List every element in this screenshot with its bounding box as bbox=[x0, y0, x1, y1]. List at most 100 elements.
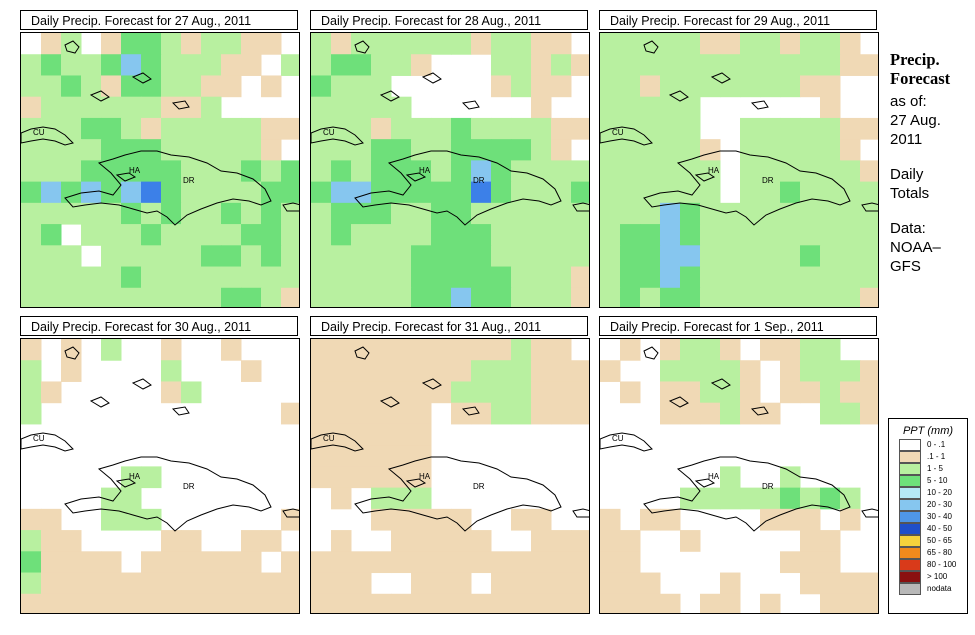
precip-cell bbox=[411, 266, 432, 289]
precip-cell bbox=[21, 530, 42, 552]
precip-cell bbox=[740, 54, 761, 76]
precip-cell bbox=[411, 508, 432, 531]
precip-cell bbox=[331, 54, 352, 76]
precip-cell bbox=[221, 181, 242, 204]
precip-cell bbox=[331, 572, 352, 595]
precip-cell bbox=[820, 339, 841, 361]
precip-cell bbox=[680, 487, 701, 510]
precip-cell bbox=[571, 266, 589, 289]
precip-cell bbox=[640, 160, 661, 183]
country-label-ha: HA bbox=[708, 166, 720, 175]
precip-cell bbox=[491, 75, 512, 98]
precip-cell bbox=[161, 160, 182, 183]
precip-cell bbox=[41, 139, 62, 161]
precip-cell bbox=[391, 381, 412, 404]
precip-cell bbox=[101, 287, 122, 307]
precip-cell bbox=[141, 266, 162, 289]
legend-item: 0 - .1 bbox=[899, 439, 967, 451]
precip-cell bbox=[311, 402, 332, 425]
precip-cell bbox=[201, 117, 222, 140]
coastline-bah1 bbox=[354, 346, 370, 360]
precip-cell bbox=[411, 445, 432, 467]
precip-cell bbox=[820, 572, 841, 595]
precip-map: CU HA DR bbox=[599, 338, 879, 614]
coastline-hisp bbox=[643, 150, 851, 226]
coastline-gonave bbox=[115, 478, 137, 488]
precip-cell bbox=[311, 181, 332, 204]
precip-cell bbox=[81, 96, 102, 119]
precip-cell bbox=[371, 33, 392, 55]
panel-title: Daily Precip. Forecast for 29 Aug., 2011 bbox=[599, 10, 877, 30]
legend-swatch bbox=[899, 571, 921, 583]
legend-swatch bbox=[899, 559, 921, 571]
precip-cell bbox=[221, 224, 242, 246]
precip-cell bbox=[571, 551, 589, 574]
precip-cell bbox=[121, 181, 142, 204]
legend-label: 50 - 65 bbox=[927, 536, 952, 545]
precip-cell bbox=[780, 508, 801, 531]
precip-cell bbox=[41, 245, 62, 268]
precip-cell bbox=[531, 245, 552, 268]
precip-cell bbox=[181, 266, 202, 289]
precip-cell bbox=[800, 508, 821, 531]
precip-cell bbox=[700, 224, 721, 246]
precip-cell bbox=[351, 266, 372, 289]
precip-cell bbox=[840, 54, 861, 76]
precip-cell bbox=[181, 572, 202, 595]
precip-cell bbox=[21, 381, 42, 404]
precip-cell bbox=[571, 572, 589, 595]
precip-cell bbox=[161, 181, 182, 204]
precip-cell bbox=[760, 266, 781, 289]
precip-cell bbox=[471, 287, 492, 307]
precip-cell bbox=[431, 181, 452, 204]
precip-cell bbox=[800, 551, 821, 574]
precip-cell bbox=[41, 266, 62, 289]
precip-cell bbox=[531, 117, 552, 140]
precip-cell bbox=[680, 54, 701, 76]
legend-label: 30 - 40 bbox=[927, 512, 952, 521]
precip-cell bbox=[800, 224, 821, 246]
precip-cell bbox=[451, 593, 472, 613]
info-year: 2011 bbox=[890, 131, 923, 148]
precip-cell bbox=[700, 181, 721, 204]
precip-grid: CU HA DR bbox=[311, 33, 589, 307]
precip-cell bbox=[121, 487, 142, 510]
precip-cell bbox=[660, 266, 681, 289]
precip-cell bbox=[531, 96, 552, 119]
precip-cell bbox=[391, 423, 412, 446]
precip-cell bbox=[620, 530, 641, 552]
precip-cell bbox=[181, 287, 202, 307]
precip-cell bbox=[351, 181, 372, 204]
panel-title: Daily Precip. Forecast for 27 Aug., 2011 bbox=[20, 10, 298, 30]
precip-cell bbox=[391, 466, 412, 489]
precip-cell bbox=[181, 33, 202, 55]
precip-cell bbox=[181, 530, 202, 552]
coastline-gonave bbox=[694, 172, 716, 182]
precip-cell bbox=[351, 202, 372, 225]
coastline-cuba bbox=[21, 432, 74, 452]
precip-cell bbox=[860, 224, 878, 246]
precip-cell bbox=[531, 75, 552, 98]
precip-cell bbox=[241, 202, 262, 225]
precip-cell bbox=[800, 75, 821, 98]
coastline-gonave bbox=[694, 478, 716, 488]
precip-cell bbox=[411, 33, 432, 55]
precip-cell bbox=[311, 202, 332, 225]
precip-cell bbox=[21, 551, 42, 574]
precip-cell bbox=[700, 33, 721, 55]
country-label-cu: CU bbox=[323, 128, 335, 137]
precip-cell bbox=[161, 339, 182, 361]
precip-cell bbox=[351, 466, 372, 489]
precip-cell bbox=[41, 287, 62, 307]
precip-cell bbox=[371, 551, 392, 574]
precip-cell bbox=[61, 160, 82, 183]
precip-cell bbox=[261, 202, 282, 225]
precip-cell bbox=[121, 466, 142, 489]
precip-cell bbox=[351, 54, 372, 76]
precip-cell bbox=[331, 466, 352, 489]
precip-cell bbox=[551, 551, 572, 574]
precip-cell bbox=[511, 117, 532, 140]
precip-cell bbox=[511, 402, 532, 425]
precip-cell bbox=[81, 202, 102, 225]
precip-cell bbox=[700, 360, 721, 382]
